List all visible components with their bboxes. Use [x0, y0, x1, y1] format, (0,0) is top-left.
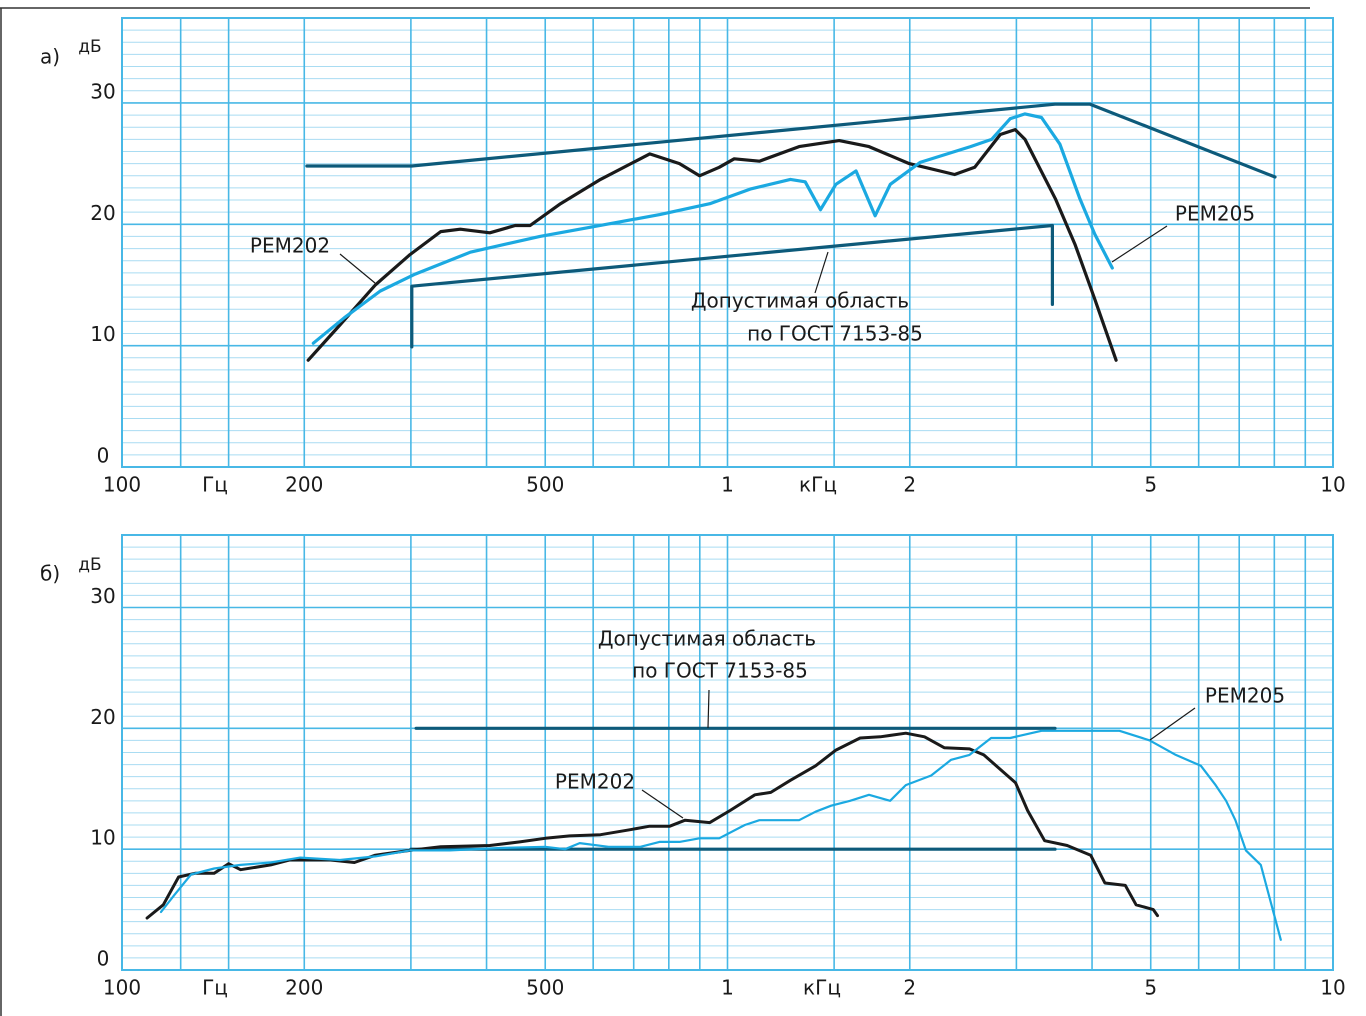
- x-axis-label: кГц: [803, 976, 841, 1000]
- x-tick-label: 2: [903, 473, 916, 497]
- x-tick-label: 5: [1144, 976, 1157, 1000]
- x-tick-label: 1: [721, 976, 734, 1000]
- panel-label: б): [40, 562, 60, 586]
- x-axis-label: Гц: [202, 976, 228, 1000]
- x-tick-label: 200: [285, 473, 323, 497]
- y-axis-label: дБ: [78, 37, 101, 57]
- series-leader: [340, 254, 375, 283]
- chart: 010203010020050012510ГцкГцдБа)Допустимая…: [0, 0, 1366, 1016]
- tolerance-label: по ГОСТ 7153-85: [632, 659, 808, 683]
- y-axis-label: дБ: [78, 555, 101, 575]
- series-label: РЕМ202: [555, 770, 635, 794]
- x-tick-label: 5: [1144, 473, 1157, 497]
- x-tick-label: 10: [1320, 976, 1345, 1000]
- series-label: РЕМ205: [1175, 202, 1255, 226]
- y-tick-label: 10: [90, 322, 115, 346]
- tolerance-label: Допустимая область: [598, 627, 816, 651]
- series-leader: [642, 790, 683, 818]
- tolerance-leader: [708, 690, 709, 728]
- series-leader: [1112, 226, 1167, 262]
- series-leader: [1150, 708, 1195, 740]
- tolerance-label: по ГОСТ 7153-85: [747, 322, 923, 346]
- series-line: [147, 733, 1157, 918]
- y-tick-label: 30: [90, 79, 115, 103]
- x-tick-label: 2: [903, 976, 916, 1000]
- y-tick-label: 0: [97, 444, 110, 468]
- x-axis-label: кГц: [799, 473, 837, 497]
- y-tick-label: 10: [90, 826, 115, 850]
- x-tick-label: 100: [103, 473, 141, 497]
- y-tick-label: 20: [90, 201, 115, 225]
- x-axis-label: Гц: [202, 473, 228, 497]
- x-tick-label: 500: [526, 976, 564, 1000]
- x-tick-label: 200: [285, 976, 323, 1000]
- series-line: [161, 731, 1281, 940]
- tolerance-label: Допустимая область: [691, 289, 909, 313]
- y-tick-label: 20: [90, 705, 115, 729]
- y-tick-label: 30: [90, 584, 115, 608]
- x-tick-label: 1: [721, 473, 734, 497]
- y-tick-label: 0: [97, 947, 110, 971]
- panel-label: а): [40, 45, 60, 69]
- x-tick-label: 10: [1320, 473, 1345, 497]
- page-border: [0, 8, 1310, 1016]
- series-label: РЕМ202: [250, 234, 330, 258]
- x-tick-label: 100: [103, 976, 141, 1000]
- series-label: РЕМ205: [1205, 684, 1285, 708]
- x-tick-label: 500: [526, 473, 564, 497]
